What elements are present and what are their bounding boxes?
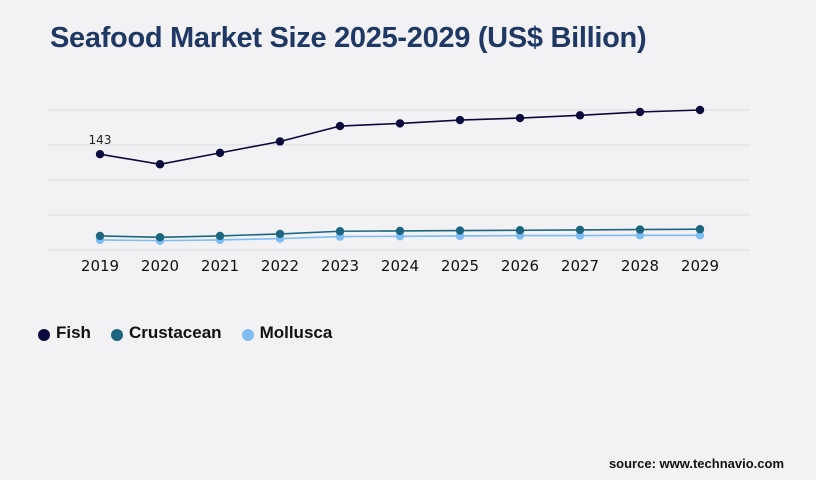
series-line-fish xyxy=(99,109,701,166)
legend-item-fish[interactable]: Fish xyxy=(38,323,91,343)
data-point-fish[interactable] xyxy=(155,160,165,169)
x-tick-label: 2025 xyxy=(441,257,479,275)
legend-label: Crustacean xyxy=(128,323,222,342)
data-point-crustacean[interactable] xyxy=(575,225,585,235)
data-point-fish[interactable] xyxy=(275,137,285,146)
legend-dot-icon xyxy=(241,328,254,341)
data-point-fish[interactable] xyxy=(575,111,585,120)
data-point-fish[interactable] xyxy=(335,121,345,131)
data-point-crustacean[interactable] xyxy=(275,229,285,239)
data-point-crustacean[interactable] xyxy=(155,233,165,242)
data-point-crustacean[interactable] xyxy=(455,226,465,235)
data-point-fish[interactable] xyxy=(455,115,465,125)
chart-title: Seafood Market Size 2025-2029 (US$ Billi… xyxy=(50,22,647,54)
x-tick-label: 2024 xyxy=(381,257,419,275)
data-point-fish[interactable] xyxy=(395,119,405,128)
data-point-fish[interactable] xyxy=(695,105,705,115)
data-point-crustacean[interactable] xyxy=(515,226,525,235)
data-point-mollusca[interactable] xyxy=(695,231,705,240)
data-point-fish[interactable] xyxy=(215,148,225,158)
data-labels: 143 xyxy=(89,133,112,147)
data-point-fish[interactable] xyxy=(95,150,105,159)
legend-item-crustacean[interactable]: Crustacean xyxy=(110,323,222,343)
x-tick-label: 2029 xyxy=(681,257,719,275)
gridlines xyxy=(48,109,750,251)
x-axis-ticks: 2019 2020 2021 2022 2023 2024 2025 2026 2027 2028… xyxy=(81,257,719,275)
legend-label: Mollusca xyxy=(259,323,333,342)
x-tick-label: 2019 xyxy=(81,257,119,275)
series-points xyxy=(95,105,705,245)
data-point-crustacean[interactable] xyxy=(215,231,225,241)
series-lines xyxy=(99,109,701,242)
legend: Fish Crustacean Mollusca xyxy=(38,323,352,343)
x-tick-label: 2020 xyxy=(141,257,179,275)
background-panel xyxy=(30,360,786,480)
x-tick-label: 2023 xyxy=(321,257,359,275)
x-tick-label: 2022 xyxy=(261,257,299,275)
legend-dot-icon xyxy=(110,328,123,341)
data-point-crustacean[interactable] xyxy=(335,227,345,236)
legend-label: Fish xyxy=(56,323,91,342)
x-tick-label: 2027 xyxy=(561,257,599,275)
data-point-crustacean[interactable] xyxy=(95,231,105,241)
data-point-fish[interactable] xyxy=(635,107,645,117)
data-point-crustacean[interactable] xyxy=(695,225,705,234)
legend-dot-icon xyxy=(38,328,50,341)
data-point-crustacean[interactable] xyxy=(395,226,405,236)
x-tick-label: 2021 xyxy=(201,257,239,275)
line-chart: 143 2019 2020 2021 2022 2023 2024 2025 2026 2027… xyxy=(48,105,750,275)
data-point-fish[interactable] xyxy=(515,113,525,123)
x-tick-label: 2028 xyxy=(621,257,659,275)
x-tick-label: 2026 xyxy=(501,257,539,275)
data-label: 143 xyxy=(89,133,112,147)
source-credit: source: www.technavio.com xyxy=(608,456,784,471)
data-point-crustacean[interactable] xyxy=(635,225,645,234)
legend-item-mollusca[interactable]: Mollusca xyxy=(241,323,333,343)
